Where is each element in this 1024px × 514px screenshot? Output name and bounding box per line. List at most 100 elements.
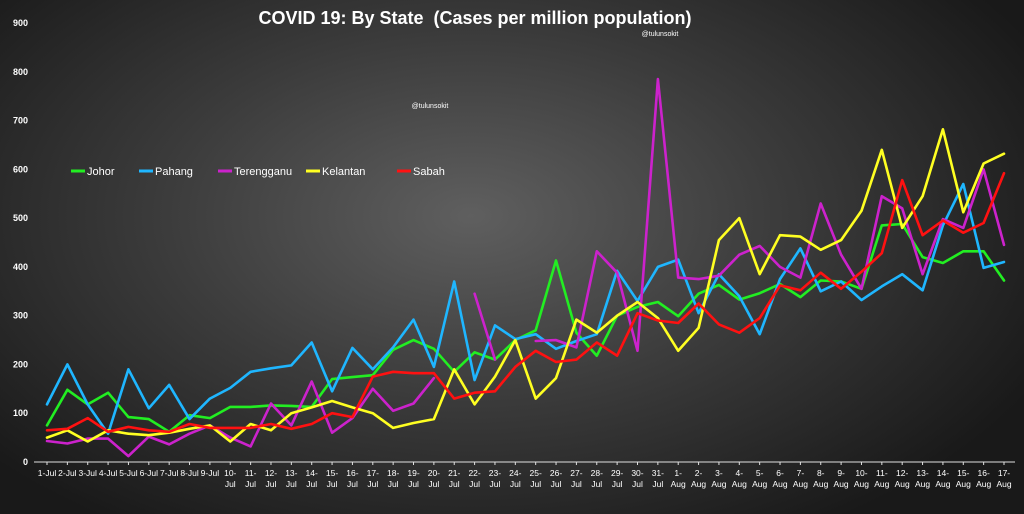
x-tick-label: Aug bbox=[976, 479, 991, 489]
x-tick-label: 6- bbox=[776, 468, 784, 478]
x-tick-label: 1- bbox=[674, 468, 682, 478]
x-tick-label: Jul bbox=[449, 479, 460, 489]
x-tick-label: Jul bbox=[266, 479, 277, 489]
watermark-top: @tulunsokit bbox=[642, 31, 679, 38]
x-tick-label: 28- bbox=[591, 468, 603, 478]
x-tick-label: 7- bbox=[797, 468, 805, 478]
x-tick-label: Jul bbox=[652, 479, 663, 489]
x-tick-label: 3- bbox=[715, 468, 723, 478]
x-tick-label: Aug bbox=[793, 479, 808, 489]
x-tick-label: 29- bbox=[611, 468, 623, 478]
x-tick-label: Aug bbox=[772, 479, 787, 489]
x-tick-label: 17- bbox=[367, 468, 379, 478]
y-tick-label: 500 bbox=[13, 213, 28, 223]
x-tick-label: 6-Jul bbox=[140, 468, 159, 478]
x-tick-label: Aug bbox=[752, 479, 767, 489]
x-tick-label: Jul bbox=[428, 479, 439, 489]
x-axis-ticks: 1-Jul 2-Jul 3-Jul 4-Jul 5-Jul 6-Jul 7-Jul 8-Jul… bbox=[38, 468, 1012, 489]
x-tick-label: Jul bbox=[367, 479, 378, 489]
x-tick-label: Jul bbox=[490, 479, 501, 489]
x-tick-label: Aug bbox=[691, 479, 706, 489]
x-tick-label: Jul bbox=[612, 479, 623, 489]
axes bbox=[34, 461, 1015, 465]
x-tick-label: Jul bbox=[591, 479, 602, 489]
legend-item-terengganu: Terengganu bbox=[218, 166, 292, 178]
x-tick-label: 5-Jul bbox=[119, 468, 138, 478]
series-terengganu bbox=[45, 77, 1006, 458]
x-tick-label: 13- bbox=[285, 468, 297, 478]
x-tick-label: Aug bbox=[671, 479, 686, 489]
x-tick-label: Jul bbox=[327, 479, 338, 489]
x-tick-label: 12- bbox=[896, 468, 908, 478]
legend-item-johor: Johor bbox=[71, 166, 115, 178]
legend-label: Sabah bbox=[413, 166, 445, 178]
x-tick-label: 5- bbox=[756, 468, 764, 478]
x-tick-label: 8- bbox=[817, 468, 825, 478]
x-tick-label: Aug bbox=[895, 479, 910, 489]
legend-item-kelantan: Kelantan bbox=[306, 166, 365, 178]
series-line-pahang bbox=[45, 182, 1006, 436]
x-tick-label: 14- bbox=[937, 468, 949, 478]
x-tick-label: 2- bbox=[695, 468, 703, 478]
x-tick-label: Jul bbox=[225, 479, 236, 489]
y-tick-label: 400 bbox=[13, 262, 28, 272]
y-axis-ticks: 0 100 200 300 400 500 600 700 800 900 bbox=[13, 18, 28, 467]
x-tick-label: Jul bbox=[632, 479, 643, 489]
x-tick-label: 27- bbox=[570, 468, 582, 478]
legend-label: Terengganu bbox=[234, 166, 292, 178]
legend: Johor Pahang Terengganu Kelantan Sabah bbox=[71, 166, 445, 178]
series-lines bbox=[45, 77, 1006, 458]
y-tick-label: 100 bbox=[13, 408, 28, 418]
x-tick-label: 10- bbox=[855, 468, 867, 478]
x-tick-label: 26- bbox=[550, 468, 562, 478]
x-tick-label: 4- bbox=[736, 468, 744, 478]
y-tick-label: 0 bbox=[23, 457, 28, 467]
x-tick-label: Jul bbox=[286, 479, 297, 489]
series-line-johor bbox=[45, 222, 1006, 434]
x-tick-label: 11- bbox=[245, 468, 257, 478]
legend-label: Pahang bbox=[155, 166, 193, 178]
x-tick-label: Jul bbox=[245, 479, 256, 489]
x-tick-label: 15- bbox=[326, 468, 338, 478]
x-tick-label: Jul bbox=[469, 479, 480, 489]
x-tick-label: Jul bbox=[551, 479, 562, 489]
x-tick-label: 25- bbox=[530, 468, 542, 478]
y-tick-label: 800 bbox=[13, 67, 28, 77]
x-tick-label: 30- bbox=[631, 468, 643, 478]
x-tick-label: 2-Jul bbox=[58, 468, 77, 478]
x-tick-label: 8-Jul bbox=[180, 468, 199, 478]
x-tick-label: 13- bbox=[916, 468, 928, 478]
y-tick-label: 900 bbox=[13, 18, 28, 28]
x-tick-label: 9-Jul bbox=[201, 468, 220, 478]
x-tick-label: 21- bbox=[448, 468, 460, 478]
x-tick-label: 24- bbox=[509, 468, 521, 478]
legend-item-sabah: Sabah bbox=[397, 166, 445, 178]
x-tick-label: 10- bbox=[224, 468, 236, 478]
x-tick-label: Aug bbox=[711, 479, 726, 489]
legend-label: Johor bbox=[87, 166, 115, 178]
watermark-center: @tulunsokit bbox=[412, 103, 449, 110]
series-johor bbox=[45, 222, 1006, 434]
x-tick-label: 23- bbox=[489, 468, 501, 478]
x-tick-label: 20- bbox=[428, 468, 440, 478]
series-line-sabah bbox=[45, 171, 1006, 434]
legend-label: Kelantan bbox=[322, 166, 365, 178]
x-tick-label: Aug bbox=[874, 479, 889, 489]
x-tick-label: 16- bbox=[346, 468, 358, 478]
x-tick-label: Jul bbox=[510, 479, 521, 489]
x-tick-label: Jul bbox=[530, 479, 541, 489]
x-tick-label: 16- bbox=[977, 468, 989, 478]
x-tick-label: 9- bbox=[837, 468, 845, 478]
y-tick-label: 700 bbox=[13, 116, 28, 126]
series-line-terengganu bbox=[473, 292, 497, 361]
x-tick-label: Aug bbox=[935, 479, 950, 489]
x-tick-label: Jul bbox=[571, 479, 582, 489]
x-tick-label: 14- bbox=[306, 468, 318, 478]
x-tick-label: 1-Jul bbox=[38, 468, 57, 478]
x-tick-label: Aug bbox=[813, 479, 828, 489]
x-tick-label: 11- bbox=[876, 468, 888, 478]
x-tick-label: 7-Jul bbox=[160, 468, 179, 478]
x-tick-label: Jul bbox=[408, 479, 419, 489]
